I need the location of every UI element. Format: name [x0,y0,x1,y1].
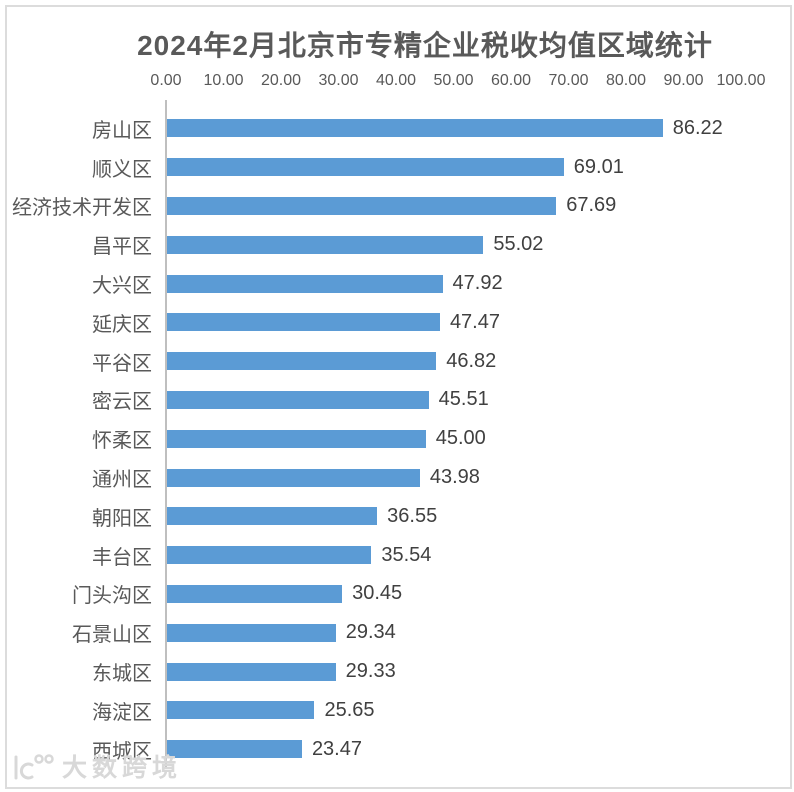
category-label: 延庆区 [92,313,152,336]
value-label: 46.82 [446,349,497,372]
watermark-logo-icon [14,754,54,780]
bar [167,158,564,177]
value-label: 47.92 [452,272,503,295]
x-axis-tick-label: 60.00 [490,72,532,89]
bar-row: 怀柔区 45.00 [0,419,794,458]
bar-row: 平谷区 46.82 [0,342,794,381]
y-axis-line [165,100,167,768]
bar-row: 通州区 43.98 [0,458,794,497]
value-label: 29.34 [345,621,396,644]
value-label: 69.01 [573,155,624,178]
value-label: 43.98 [429,466,480,489]
category-label: 门头沟区 [72,585,152,608]
bar-row: 石景山区 29.34 [0,613,794,652]
chart-title: 2024年2月北京市专精企业税收均值区域统计 [137,30,713,61]
x-axis-tick-label: 100.00 [716,72,766,89]
bar-row: 门头沟区 30.45 [0,575,794,614]
bar [167,274,443,293]
value-label: 35.54 [381,543,432,566]
bar-row: 延庆区 47.47 [0,303,794,342]
bar-row: 大兴区 47.92 [0,264,794,303]
value-label: 55.02 [493,233,544,256]
value-label: 30.45 [352,582,403,605]
watermark-text: 大数跨境 [62,754,183,782]
bar-row: 海淀区 25.65 [0,691,794,730]
value-label: 47.47 [449,310,500,333]
value-label: 29.33 [345,660,396,683]
value-label: 25.65 [324,698,375,721]
x-axis-ticks: 0.00 10.00 20.00 30.00 40.00 50.00 60.00 70.00 8… [0,71,794,91]
category-label: 平谷区 [92,352,152,375]
category-label: 海淀区 [92,701,152,724]
bar [167,623,336,642]
bar [167,235,484,254]
bar [167,352,437,371]
x-axis-tick-label: 20.00 [260,72,302,89]
x-axis-tick-label: 80.00 [605,72,647,89]
bar-row: 昌平区 55.02 [0,225,794,264]
category-label: 怀柔区 [92,430,152,453]
watermark: 大数跨境 [12,748,182,784]
x-axis-tick-label: 30.00 [318,72,359,89]
category-label: 顺义区 [92,158,152,181]
bar [167,701,315,720]
bar-row: 西城区 23.47 [0,730,794,769]
category-label: 丰台区 [92,546,152,569]
bar [167,507,378,526]
bar-row: 房山区 86.22 [0,109,794,148]
category-label: 西城区 [92,740,152,763]
x-axis-tick-label: 50.00 [433,72,474,89]
bar [167,390,429,409]
bar [167,468,420,487]
category-label: 密云区 [92,391,152,414]
value-label: 23.47 [311,737,362,760]
bar [167,119,663,138]
bar [167,546,372,565]
bar-row: 密云区 45.51 [0,381,794,420]
value-label: 45.00 [435,427,486,450]
category-label: 通州区 [92,469,152,492]
bar-row: 经济技术开发区 67.69 [0,187,794,226]
bar [167,313,440,332]
bar [167,740,302,759]
value-label: 45.51 [438,388,489,411]
category-label: 石景山区 [72,624,152,647]
bar [167,584,343,603]
x-axis-tick-label: 40.00 [375,72,417,89]
category-label: 朝阳区 [92,507,152,530]
category-label: 大兴区 [92,275,152,298]
x-axis-tick-label: 70.00 [548,72,589,89]
category-label: 东城区 [92,663,152,686]
value-label: 86.22 [672,116,723,139]
x-axis-tick-label: 90.00 [663,72,704,89]
x-axis-tick-label: 0.00 [150,72,182,89]
bar-row: 丰台区 35.54 [0,536,794,575]
bar-row: 东城区 29.33 [0,652,794,691]
category-label: 房山区 [92,119,152,142]
bar-row: 朝阳区 36.55 [0,497,794,536]
value-label: 36.55 [387,504,438,527]
category-label: 经济技术开发区 [12,197,152,220]
value-label: 67.69 [566,194,617,217]
category-label: 昌平区 [92,236,152,259]
x-axis-tick-label: 10.00 [203,72,244,89]
bar-row: 顺义区 69.01 [0,148,794,187]
bar [167,429,426,448]
bar [167,662,336,681]
bar [167,196,557,215]
